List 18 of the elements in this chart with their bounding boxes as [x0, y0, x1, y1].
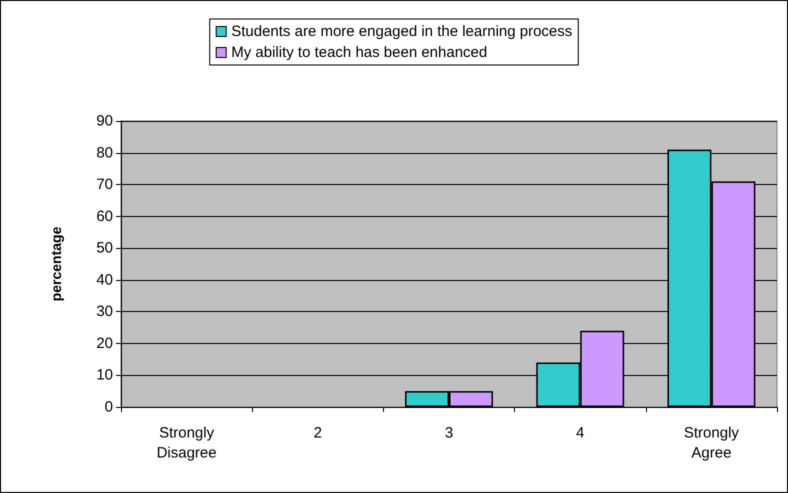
y-tick-label: 60	[96, 208, 113, 225]
y-tick-label: 10	[96, 366, 113, 384]
y-tick-label: 80	[96, 144, 113, 162]
legend-label: Students are more engaged in the learning process	[231, 23, 572, 40]
y-axis-title: percentage	[48, 226, 64, 302]
legend-label: My ability to teach has been enhanced	[231, 44, 488, 61]
y-tick-label: 70	[96, 176, 113, 194]
x-tick-label: 2	[314, 424, 322, 442]
x-tick-label: 4	[576, 424, 584, 442]
y-tick-label: 20	[96, 334, 113, 352]
y-tick-label: 0	[104, 398, 113, 416]
x-tick-label: Strongly Agree	[684, 424, 740, 462]
y-tick-label: 90	[96, 112, 113, 130]
y-tick-label: 30	[96, 303, 113, 320]
x-tick-label: 3	[444, 424, 454, 442]
y-tick-label: 40	[96, 271, 113, 288]
y-tick-label: 50	[96, 240, 113, 257]
x-tick-label: Strongly Disagree	[156, 424, 217, 462]
